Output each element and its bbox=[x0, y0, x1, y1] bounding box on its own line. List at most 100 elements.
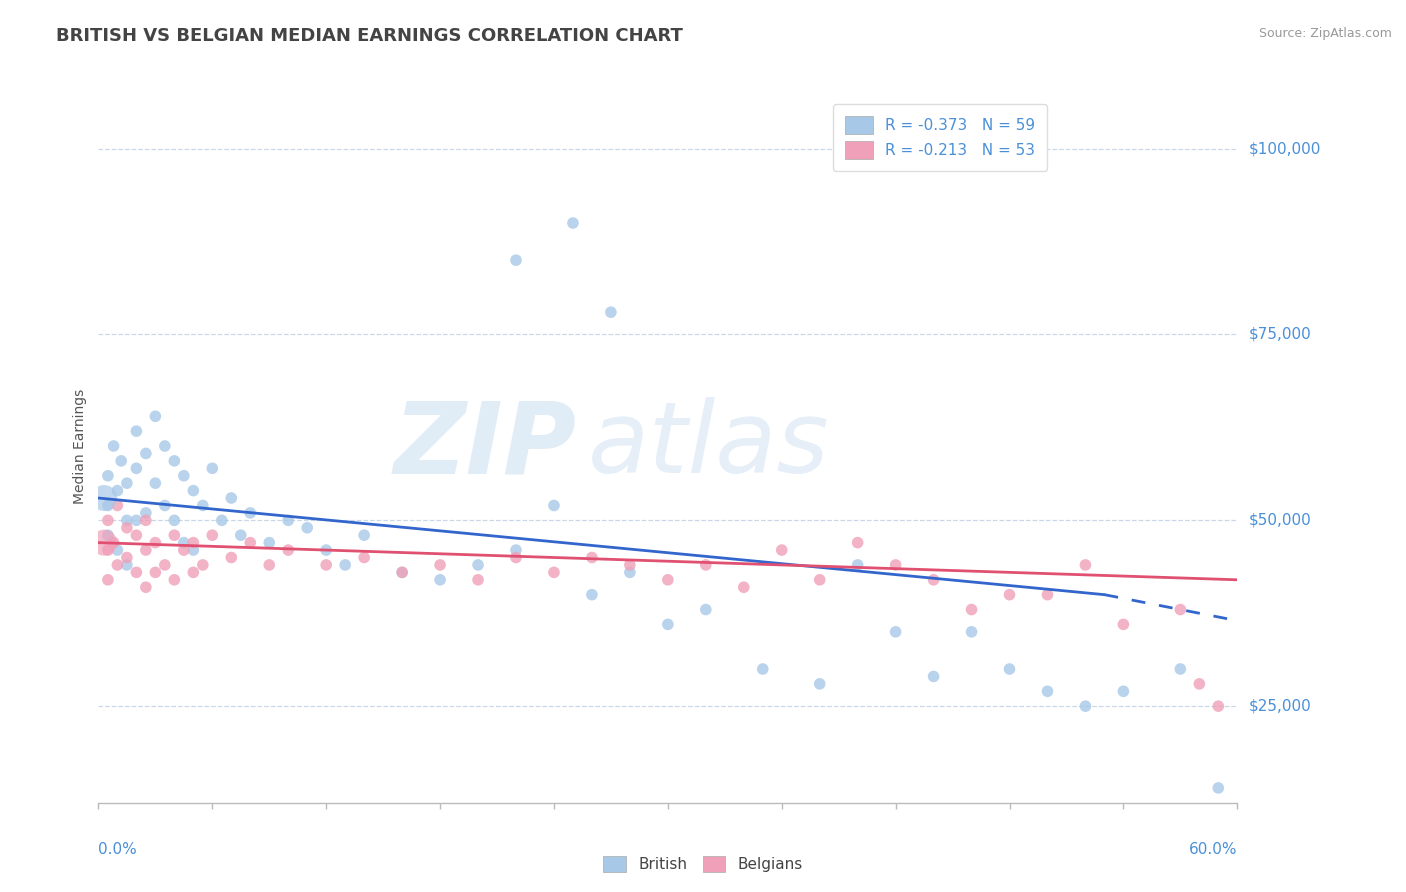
Point bbox=[1112, 684, 1135, 698]
Point bbox=[543, 499, 565, 513]
Y-axis label: Median Earnings: Median Earnings bbox=[73, 388, 87, 504]
Point bbox=[600, 305, 623, 319]
Point bbox=[115, 558, 138, 572]
Point bbox=[97, 528, 120, 542]
Point bbox=[846, 535, 869, 549]
Point bbox=[97, 499, 120, 513]
Point bbox=[191, 558, 214, 572]
Point bbox=[107, 499, 129, 513]
Point bbox=[221, 550, 243, 565]
Point bbox=[145, 409, 167, 424]
Point bbox=[657, 617, 679, 632]
Point bbox=[135, 506, 157, 520]
Point bbox=[505, 543, 527, 558]
Point bbox=[135, 513, 157, 527]
Point bbox=[960, 624, 983, 639]
Point bbox=[808, 677, 831, 691]
Point bbox=[110, 454, 132, 468]
Point bbox=[259, 558, 281, 572]
Point bbox=[97, 468, 120, 483]
Point bbox=[1074, 699, 1097, 714]
Point bbox=[93, 491, 115, 505]
Point bbox=[353, 550, 375, 565]
Point bbox=[239, 506, 262, 520]
Point bbox=[107, 483, 129, 498]
Legend: R = -0.373   N = 59, R = -0.213   N = 53: R = -0.373 N = 59, R = -0.213 N = 53 bbox=[834, 104, 1047, 171]
Text: $25,000: $25,000 bbox=[1249, 698, 1312, 714]
Point bbox=[429, 558, 451, 572]
Point bbox=[335, 558, 357, 572]
Point bbox=[125, 566, 148, 580]
Point bbox=[581, 550, 603, 565]
Point bbox=[153, 558, 176, 572]
Point bbox=[153, 439, 176, 453]
Point bbox=[297, 521, 319, 535]
Point bbox=[229, 528, 252, 542]
Point bbox=[183, 543, 205, 558]
Point bbox=[135, 543, 157, 558]
Point bbox=[97, 543, 120, 558]
Point bbox=[183, 535, 205, 549]
Point bbox=[808, 573, 831, 587]
Text: $75,000: $75,000 bbox=[1249, 327, 1312, 342]
Text: atlas: atlas bbox=[588, 398, 830, 494]
Point bbox=[315, 543, 337, 558]
Point bbox=[998, 588, 1021, 602]
Point bbox=[562, 216, 585, 230]
Point bbox=[1208, 699, 1230, 714]
Point bbox=[391, 566, 413, 580]
Point bbox=[153, 499, 176, 513]
Point bbox=[115, 550, 138, 565]
Point bbox=[103, 535, 125, 549]
Point bbox=[884, 624, 907, 639]
Point bbox=[97, 573, 120, 587]
Point bbox=[922, 669, 945, 683]
Text: $50,000: $50,000 bbox=[1249, 513, 1312, 528]
Point bbox=[239, 535, 262, 549]
Point bbox=[145, 535, 167, 549]
Point bbox=[115, 521, 138, 535]
Point bbox=[93, 535, 115, 549]
Point bbox=[201, 461, 224, 475]
Point bbox=[163, 528, 186, 542]
Text: Source: ZipAtlas.com: Source: ZipAtlas.com bbox=[1258, 27, 1392, 40]
Point bbox=[733, 580, 755, 594]
Point bbox=[1170, 662, 1192, 676]
Point bbox=[107, 558, 129, 572]
Point bbox=[657, 573, 679, 587]
Point bbox=[125, 461, 148, 475]
Point bbox=[1074, 558, 1097, 572]
Point bbox=[619, 558, 641, 572]
Text: ZIP: ZIP bbox=[394, 398, 576, 494]
Point bbox=[846, 558, 869, 572]
Point bbox=[695, 558, 717, 572]
Point bbox=[125, 513, 148, 527]
Point bbox=[211, 513, 233, 527]
Point bbox=[353, 528, 375, 542]
Point bbox=[467, 573, 489, 587]
Point bbox=[163, 513, 186, 527]
Point bbox=[1112, 617, 1135, 632]
Point bbox=[1036, 588, 1059, 602]
Point bbox=[97, 513, 120, 527]
Point bbox=[145, 476, 167, 491]
Point bbox=[173, 468, 195, 483]
Point bbox=[135, 446, 157, 460]
Point bbox=[543, 566, 565, 580]
Point bbox=[752, 662, 775, 676]
Point bbox=[163, 454, 186, 468]
Point bbox=[277, 543, 299, 558]
Point bbox=[173, 543, 195, 558]
Point bbox=[135, 580, 157, 594]
Point bbox=[581, 588, 603, 602]
Point bbox=[115, 513, 138, 527]
Point bbox=[505, 253, 527, 268]
Point bbox=[467, 558, 489, 572]
Point bbox=[115, 476, 138, 491]
Point bbox=[1170, 602, 1192, 616]
Point bbox=[695, 602, 717, 616]
Point bbox=[173, 535, 195, 549]
Point bbox=[391, 566, 413, 580]
Point bbox=[619, 566, 641, 580]
Point bbox=[125, 528, 148, 542]
